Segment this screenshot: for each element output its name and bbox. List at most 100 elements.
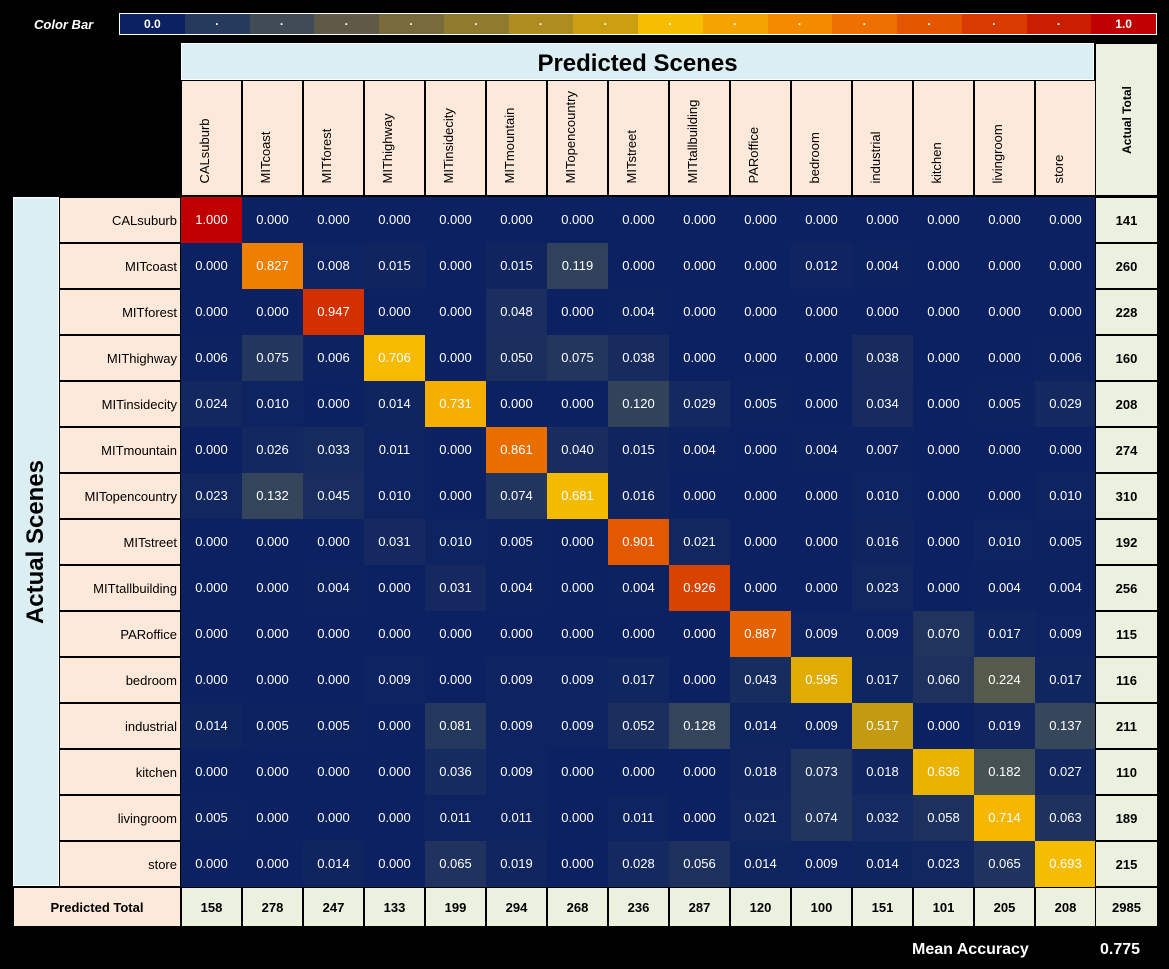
matrix-cell: 0.070 bbox=[913, 611, 974, 657]
column-header: MITcoast bbox=[242, 80, 303, 196]
matrix-cell: 0.056 bbox=[669, 841, 730, 887]
matrix-cell: 0.031 bbox=[425, 565, 486, 611]
actual-total-header: Actual Total bbox=[1095, 43, 1158, 196]
matrix-cell: 0.017 bbox=[852, 657, 913, 703]
matrix-cell: 0.000 bbox=[730, 519, 791, 565]
actual-total-cell: 211 bbox=[1095, 703, 1158, 749]
matrix-cell: 0.000 bbox=[547, 289, 608, 335]
matrix-cell: 0.000 bbox=[242, 565, 303, 611]
matrix-cell: 0.000 bbox=[181, 243, 242, 289]
matrix-cell: 0.018 bbox=[852, 749, 913, 795]
matrix-cell: 0.714 bbox=[974, 795, 1035, 841]
matrix-cell: 0.010 bbox=[364, 473, 425, 519]
matrix-cell: 0.005 bbox=[486, 519, 547, 565]
matrix-cell: 0.000 bbox=[364, 289, 425, 335]
actual-total-header-label: Actual Total bbox=[1119, 85, 1134, 154]
matrix-cell: 0.004 bbox=[303, 565, 364, 611]
matrix-cell: 0.000 bbox=[669, 335, 730, 381]
column-header-label: bedroom bbox=[806, 132, 822, 184]
matrix-cell: 0.014 bbox=[181, 703, 242, 749]
colorbar-swatch: · bbox=[443, 14, 509, 34]
colorbar-swatch: · bbox=[961, 14, 1027, 34]
column-header-label: MITcoast bbox=[257, 131, 273, 184]
matrix-cell: 0.000 bbox=[730, 335, 791, 381]
predicted-total-cell: 101 bbox=[913, 887, 974, 927]
predicted-total-cell: 287 bbox=[669, 887, 730, 927]
matrix-cell: 0.595 bbox=[791, 657, 852, 703]
matrix-cell: 0.000 bbox=[181, 289, 242, 335]
matrix-cell: 0.023 bbox=[181, 473, 242, 519]
matrix-cell: 0.000 bbox=[486, 381, 547, 427]
matrix-cell: 0.000 bbox=[1035, 427, 1096, 473]
matrix-cell: 0.029 bbox=[1035, 381, 1096, 427]
matrix-cell: 0.073 bbox=[791, 749, 852, 795]
matrix-cell: 0.019 bbox=[974, 703, 1035, 749]
matrix-cell: 0.000 bbox=[974, 289, 1035, 335]
matrix-cell: 0.015 bbox=[364, 243, 425, 289]
column-header-label: store bbox=[1050, 154, 1066, 184]
actual-total-cell: 228 bbox=[1095, 289, 1158, 335]
colorbar-swatch: 1.0 bbox=[1091, 14, 1156, 34]
actual-scenes-title: Actual Scenes bbox=[13, 197, 59, 886]
matrix-cell: 0.000 bbox=[669, 657, 730, 703]
matrix-cell: 0.017 bbox=[1035, 657, 1096, 703]
matrix-cell: 0.011 bbox=[608, 795, 669, 841]
matrix-cell: 0.081 bbox=[425, 703, 486, 749]
colorbar-label: Color Bar bbox=[34, 17, 94, 32]
matrix-cell: 0.000 bbox=[913, 381, 974, 427]
matrix-cell: 0.000 bbox=[181, 657, 242, 703]
column-header-label: CALsuburb bbox=[196, 118, 212, 184]
matrix-cell: 0.120 bbox=[608, 381, 669, 427]
matrix-cell: 0.027 bbox=[1035, 749, 1096, 795]
matrix-cell: 0.016 bbox=[608, 473, 669, 519]
matrix-cell: 0.005 bbox=[974, 381, 1035, 427]
column-header: MITstreet bbox=[608, 80, 669, 196]
matrix-cell: 0.014 bbox=[303, 841, 364, 887]
matrix-cell: 0.075 bbox=[547, 335, 608, 381]
matrix-cell: 0.048 bbox=[486, 289, 547, 335]
matrix-cell: 0.861 bbox=[486, 427, 547, 473]
predicted-total-cell: 100 bbox=[791, 887, 852, 927]
row-header: bedroom bbox=[59, 657, 181, 703]
matrix-cell: 0.006 bbox=[303, 335, 364, 381]
matrix-cell: 0.017 bbox=[974, 611, 1035, 657]
matrix-cell: 0.901 bbox=[608, 519, 669, 565]
matrix-cell: 0.182 bbox=[974, 749, 1035, 795]
mean-accuracy-label: Mean Accuracy bbox=[912, 941, 1029, 958]
matrix-cell: 0.014 bbox=[852, 841, 913, 887]
colorbar-swatch: 0.0 bbox=[120, 14, 185, 34]
row-header: MITmountain bbox=[59, 427, 181, 473]
matrix-cell: 0.517 bbox=[852, 703, 913, 749]
matrix-cell: 0.004 bbox=[974, 565, 1035, 611]
actual-total-cell: 141 bbox=[1095, 197, 1158, 243]
row-header: MIThighway bbox=[59, 335, 181, 381]
matrix-cell: 0.024 bbox=[181, 381, 242, 427]
matrix-cell: 0.000 bbox=[242, 795, 303, 841]
row-header: MITopencountry bbox=[59, 473, 181, 519]
matrix-cell: 0.000 bbox=[608, 197, 669, 243]
row-header: industrial bbox=[59, 703, 181, 749]
matrix-cell: 0.045 bbox=[303, 473, 364, 519]
matrix-cell: 0.000 bbox=[791, 473, 852, 519]
column-header: CALsuburb bbox=[181, 80, 242, 196]
matrix-cell: 0.000 bbox=[913, 197, 974, 243]
matrix-cell: 0.000 bbox=[181, 611, 242, 657]
matrix-cell: 0.000 bbox=[303, 795, 364, 841]
predicted-total-cell: 247 bbox=[303, 887, 364, 927]
matrix-cell: 0.000 bbox=[242, 749, 303, 795]
matrix-cell: 0.031 bbox=[364, 519, 425, 565]
actual-total-cell: 160 bbox=[1095, 335, 1158, 381]
predicted-total-cell: 208 bbox=[1035, 887, 1096, 927]
matrix-cell: 0.000 bbox=[364, 703, 425, 749]
matrix-cell: 0.012 bbox=[791, 243, 852, 289]
colorbar-swatch: · bbox=[379, 14, 444, 34]
column-header-label: MITmountain bbox=[501, 107, 517, 184]
row-header: PARoffice bbox=[59, 611, 181, 657]
matrix-cell: 0.000 bbox=[730, 427, 791, 473]
matrix-cell: 0.000 bbox=[425, 611, 486, 657]
matrix-cell: 0.010 bbox=[974, 519, 1035, 565]
matrix-cell: 0.000 bbox=[425, 427, 486, 473]
matrix-cell: 0.000 bbox=[303, 749, 364, 795]
matrix-cell: 0.681 bbox=[547, 473, 608, 519]
matrix-cell: 0.000 bbox=[547, 197, 608, 243]
